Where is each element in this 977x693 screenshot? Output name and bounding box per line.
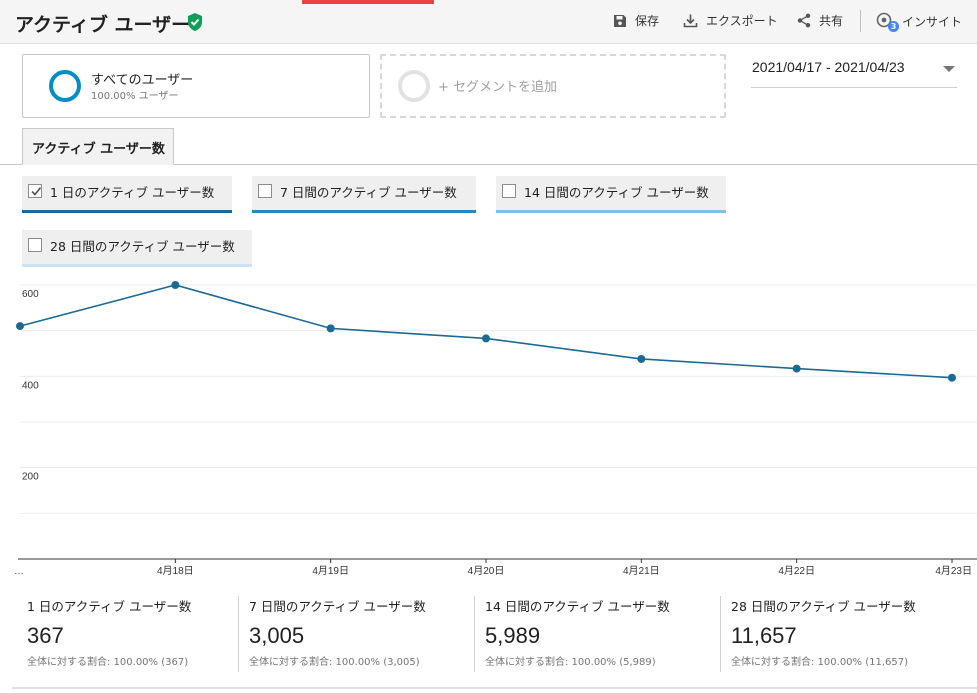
summary-label: 7 日間のアクティブ ユーザー数 — [249, 599, 426, 614]
save-icon — [614, 14, 626, 27]
data-point — [637, 354, 646, 363]
summary-label: 28 日間のアクティブ ユーザー数 — [731, 599, 916, 614]
summary-7day: 7 日間のアクティブ ユーザー数 3,005 全体に対する割合: 100.00%… — [249, 596, 426, 672]
data-point — [171, 281, 180, 289]
data-point — [16, 322, 24, 331]
metric-color-bar — [22, 264, 252, 267]
summary-total: 全体に対する割合: 100.00% (367) — [27, 657, 189, 668]
summary-total: 全体に対する割合: 100.00% (11,657) — [731, 657, 909, 668]
summary-divider — [238, 596, 239, 672]
x-tick-label: 4月19日 — [312, 565, 349, 577]
data-point — [482, 334, 490, 343]
metric-color-bar — [252, 210, 476, 213]
share-button[interactable]: 共有 — [797, 12, 843, 29]
metric-label: 28 日間のアクティブ ユーザー数 — [50, 239, 235, 254]
metric-color-bar — [496, 210, 726, 213]
metric-checkbox[interactable] — [502, 184, 516, 198]
tab-divider — [0, 164, 977, 165]
share-icon — [797, 13, 811, 28]
check-icon — [31, 187, 42, 196]
x-tick-label: … — [14, 566, 24, 577]
metric-toggle-7day[interactable]: 7 日間のアクティブ ユーザー数 — [252, 176, 476, 213]
insights-button[interactable]: 3 インサイト — [876, 12, 963, 32]
summary-total: 全体に対する割合: 100.00% (3,005) — [249, 657, 420, 668]
series-line — [19, 284, 953, 379]
segment-name: すべてのユーザー — [91, 73, 194, 88]
metric-label: 14 日間のアクティブ ユーザー数 — [524, 185, 709, 200]
date-range-picker[interactable]: 2021/04/17 - 2021/04/23 — [751, 58, 957, 88]
download-icon — [683, 14, 698, 28]
summary-value: 5,989 — [485, 623, 541, 648]
metric-toggle-1day[interactable]: 1 日のアクティブ ユーザー数 — [22, 176, 232, 213]
summary-1day: 1 日のアクティブ ユーザー数 367 全体に対する割合: 100.00% (3… — [27, 596, 191, 672]
summary-14day: 14 日間のアクティブ ユーザー数 5,989 全体に対する割合: 100.00… — [485, 596, 670, 672]
metric-label: 1 日のアクティブ ユーザー数 — [50, 185, 215, 200]
caret-down-icon — [943, 66, 955, 72]
x-tick-label: 4月23日 — [935, 565, 972, 577]
y-tick-label: 200 — [22, 472, 39, 483]
export-label: エクスポート — [706, 14, 778, 28]
metric-toggle-14day[interactable]: 14 日間のアクティブ ユーザー数 — [496, 176, 726, 213]
data-point — [326, 324, 335, 333]
summary-divider — [474, 596, 475, 672]
verified-shield-icon — [188, 13, 202, 31]
save-button[interactable]: 保存 — [613, 12, 659, 29]
summary-total: 全体に対する割合: 100.00% (5,989) — [485, 657, 656, 668]
share-label: 共有 — [819, 14, 844, 28]
save-label: 保存 — [635, 14, 660, 28]
empty-segment-ring-icon — [398, 70, 430, 102]
y-tick-label: 600 — [22, 289, 39, 300]
toolbar-divider — [860, 10, 861, 32]
summary-value: 11,657 — [731, 623, 797, 648]
bottom-divider — [12, 687, 977, 689]
metric-color-bar — [22, 210, 232, 213]
add-segment-button[interactable]: + セグメントを追加 — [380, 54, 726, 118]
report-header: アクティブ ユーザー 保存 エクスポート 共有 — [0, 0, 977, 44]
segment-all-users[interactable]: すべてのユーザー 100.00% ユーザー — [22, 54, 370, 118]
segment-percent: 100.00% ユーザー — [91, 91, 179, 102]
metric-checkbox[interactable] — [28, 184, 42, 198]
add-segment-label: + セグメントを追加 — [438, 80, 558, 95]
summary-label: 14 日間のアクティブ ユーザー数 — [485, 599, 670, 614]
summary-divider — [720, 596, 721, 672]
date-range-text: 2021/04/17 - 2021/04/23 — [752, 59, 905, 75]
summary-28day: 28 日間のアクティブ ユーザー数 11,657 全体に対する割合: 100.0… — [731, 596, 916, 672]
insights-icon: 3 — [876, 12, 899, 32]
x-tick-label: 4月21日 — [623, 565, 660, 577]
y-tick-label: 400 — [22, 380, 39, 391]
insights-label: インサイト — [902, 14, 963, 29]
summary-value: 3,005 — [249, 623, 305, 648]
segment-ring-icon — [49, 70, 81, 102]
data-point — [792, 364, 801, 373]
summary-value: 367 — [27, 623, 64, 648]
page-title: アクティブ ユーザー — [15, 14, 191, 36]
tab-active-users[interactable]: アクティブ ユーザー数 — [22, 128, 174, 165]
insights-count-badge: 3 — [888, 21, 899, 32]
x-tick-label: 4月22日 — [778, 565, 815, 577]
x-tick-label: 4月20日 — [468, 565, 505, 577]
notification-tab[interactable] — [302, 0, 434, 4]
x-tick-label: 4月18日 — [157, 565, 194, 577]
export-button[interactable]: エクスポート — [683, 12, 778, 29]
summary-label: 1 日のアクティブ ユーザー数 — [27, 599, 192, 614]
metric-checkbox[interactable] — [258, 184, 272, 198]
metric-toggle-28day[interactable]: 28 日間のアクティブ ユーザー数 — [22, 230, 252, 267]
metric-checkbox[interactable] — [28, 238, 42, 252]
metric-label: 7 日間のアクティブ ユーザー数 — [280, 185, 457, 200]
data-point — [948, 373, 956, 382]
active-users-line-chart: 600 400 200 … 4月18日 4月19日 4月20日 4月21日 4月22日 4月23日 — [14, 281, 977, 577]
